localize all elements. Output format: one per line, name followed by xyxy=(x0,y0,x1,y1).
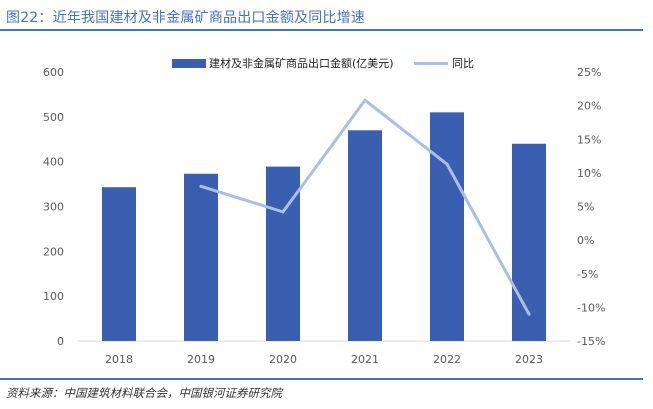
left-axis-tick-label: 500 xyxy=(43,111,64,124)
line-point xyxy=(363,98,367,102)
left-axis-tick-label: 0 xyxy=(57,335,64,348)
line-point xyxy=(199,184,203,188)
top-divider xyxy=(0,29,643,31)
right-axis-tick-label: 0% xyxy=(577,234,594,247)
x-axis-tick-label: 2023 xyxy=(515,353,543,366)
x-axis-tick-label: 2022 xyxy=(433,353,461,366)
right-axis-tick-label: 15% xyxy=(577,133,601,146)
legend-swatch-bar xyxy=(172,59,206,68)
bar xyxy=(266,166,300,341)
x-axis-tick-label: 2018 xyxy=(105,353,133,366)
legend-label-bar: 建材及非金属矿商品出口金额(亿美元) xyxy=(209,56,394,70)
x-axis-tick-label: 2020 xyxy=(269,353,297,366)
right-axis-tick-label: -5% xyxy=(577,268,598,281)
right-axis-tick-label: 25% xyxy=(577,66,601,79)
line-point xyxy=(527,312,531,316)
left-axis-tick-label: 100 xyxy=(43,290,64,303)
bar xyxy=(102,187,136,341)
right-axis-tick-label: 20% xyxy=(577,100,601,113)
left-axis-tick-label: 300 xyxy=(43,201,64,214)
x-axis-tick-label: 2021 xyxy=(351,353,379,366)
bar xyxy=(184,173,218,341)
right-axis-tick-label: 10% xyxy=(577,167,601,180)
bar xyxy=(512,143,546,341)
chart-title: 图22：近年我国建材及非金属矿商品出口金额及同比增速 xyxy=(6,10,366,26)
right-axis-tick-label: -10% xyxy=(577,301,605,314)
left-axis-tick-label: 400 xyxy=(43,156,64,169)
x-axis-tick-label: 2019 xyxy=(187,353,215,366)
line-point xyxy=(445,162,449,166)
bar xyxy=(430,112,464,341)
bar xyxy=(348,130,382,341)
right-axis-tick-label: -15% xyxy=(577,335,605,348)
line-point xyxy=(281,210,285,214)
left-axis-tick-label: 600 xyxy=(43,66,64,79)
source-note: 资料来源：中国建筑材料联合会，中国银河证券研究院 xyxy=(6,386,282,400)
right-axis-tick-label: 5% xyxy=(577,201,594,214)
left-axis-tick-label: 200 xyxy=(43,245,64,258)
legend-label-line: 同比 xyxy=(452,57,474,70)
bottom-divider xyxy=(0,378,643,380)
